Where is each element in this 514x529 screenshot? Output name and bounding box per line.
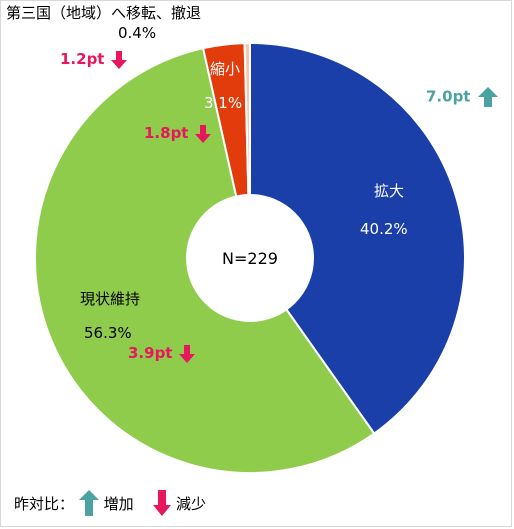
change-expand: 7.0pt <box>426 86 499 108</box>
center-label: N=229 <box>222 249 278 268</box>
up-arrow-icon <box>477 87 498 107</box>
change-expand-text: 7.0pt <box>426 87 471 106</box>
change-maintain-text: 3.9pt <box>128 344 173 362</box>
slice-value-expand: 40.2% <box>360 220 408 238</box>
change-shrink: 1.8pt <box>144 124 211 143</box>
legend-up-label: 増加 <box>103 494 134 513</box>
slice-label-expand: 拡大 <box>374 182 405 200</box>
slice-value-maintain: 56.3% <box>84 324 132 342</box>
change-shrink-text: 1.8pt <box>144 124 189 142</box>
down-arrow-icon <box>194 124 211 143</box>
slice-value-shrink: 3.1% <box>204 94 243 112</box>
chart-title: 第三国（地域）へ移転、撤退 <box>6 4 202 22</box>
change-withdraw-text: 1.2pt <box>60 50 105 68</box>
up-arrow-icon <box>78 490 99 516</box>
slice-label-shrink: 縮小 <box>210 60 241 78</box>
slice-label-maintain: 現状維持 <box>80 290 141 308</box>
center-hole <box>186 194 314 322</box>
legend-prefix: 昨対比： <box>14 494 75 513</box>
slice-expand <box>249 41 466 435</box>
legend-down-label: 減少 <box>175 494 206 513</box>
change-withdraw: 1.2pt <box>60 50 127 69</box>
down-arrow-icon <box>153 490 172 516</box>
down-arrow-icon <box>178 344 195 363</box>
legend: 昨対比： 増加 減少 <box>14 490 206 516</box>
down-arrow-icon <box>110 50 127 69</box>
change-maintain: 3.9pt <box>128 344 195 363</box>
slice-value-withdraw: 0.4% <box>118 24 157 42</box>
